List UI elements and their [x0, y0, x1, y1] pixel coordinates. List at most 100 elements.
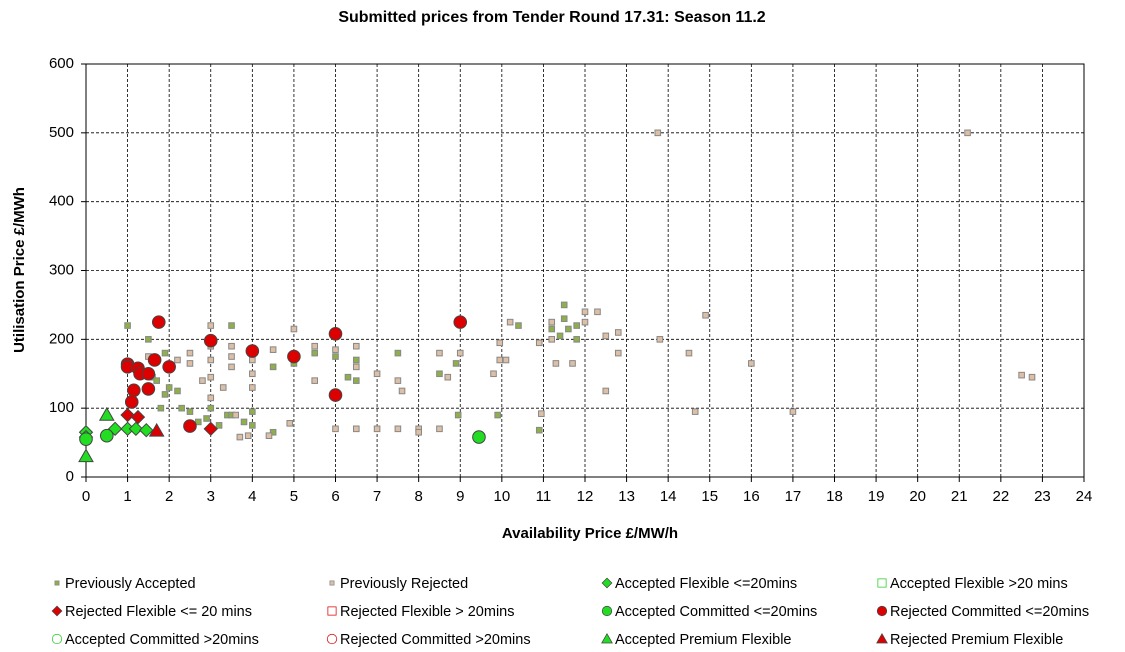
marker-circle [127, 383, 141, 398]
x-tick-label: 5 [290, 488, 298, 505]
marker-diamond [601, 577, 613, 589]
x-tick-label: 18 [826, 488, 843, 505]
marker-square [332, 425, 339, 433]
x-tick-label: 11 [536, 488, 552, 505]
marker-square [456, 349, 464, 357]
marker-square [535, 339, 543, 347]
marker-square [702, 311, 709, 319]
marker-square [691, 408, 699, 415]
marker-circle [51, 633, 63, 645]
plot-frame [85, 63, 1085, 478]
x-tick-label: 6 [331, 488, 339, 505]
legend-label: Rejected Flexible > 20mins [340, 604, 515, 620]
marker-square [327, 606, 337, 616]
marker-diamond [203, 421, 218, 437]
marker-square [560, 315, 568, 322]
x-tick-label: 1 [123, 488, 131, 505]
marker-square [249, 370, 256, 378]
marker-circle [453, 315, 468, 329]
marker-circle [326, 633, 338, 645]
marker-square [207, 404, 215, 412]
marker-square [614, 329, 622, 336]
x-tick-label: 20 [909, 488, 926, 505]
marker-square [602, 387, 610, 395]
marker-square [373, 370, 381, 378]
x-tick-label: 3 [207, 488, 215, 505]
marker-square [581, 308, 589, 316]
marker-square [415, 428, 422, 436]
x-tick-label: 23 [1034, 488, 1051, 505]
y-tick-label: 400 [49, 193, 74, 210]
marker-square [269, 428, 277, 436]
legend-label: Accepted Flexible >20 mins [890, 576, 1068, 592]
chart-title: Submitted prices from Tender Round 17.31… [338, 9, 765, 26]
x-tick-label: 19 [868, 488, 885, 505]
marker-square [228, 363, 235, 371]
marker-square [506, 318, 514, 326]
marker-circle [601, 605, 613, 617]
marker-square [215, 422, 223, 429]
marker-square [1028, 373, 1036, 381]
marker-circle [151, 315, 166, 329]
marker-square [194, 418, 202, 426]
marker-square [124, 322, 131, 329]
marker-square [145, 336, 152, 343]
marker-square [654, 129, 662, 137]
marker-square [436, 349, 443, 357]
marker-square [548, 318, 556, 326]
x-tick-label: 7 [373, 488, 381, 505]
marker-diamond [128, 421, 144, 437]
marker-square [240, 418, 248, 426]
marker-square [332, 353, 339, 360]
marker-square [161, 391, 169, 398]
marker-square [249, 384, 256, 391]
marker-square [269, 363, 277, 371]
marker-square [290, 325, 298, 333]
x-tick-label: 17 [785, 488, 802, 505]
legend-label: Rejected Flexible <= 20 mins [65, 604, 252, 620]
marks [78, 129, 1036, 463]
marker-square [199, 377, 206, 384]
marker-square [573, 322, 580, 329]
x-tick-label: 24 [1076, 488, 1093, 505]
marker-square [165, 384, 173, 391]
marker-square [352, 342, 360, 350]
x-tick-label: 16 [743, 488, 760, 505]
marker-square [594, 308, 601, 316]
marker-circle [287, 349, 301, 364]
marker-circle [203, 333, 218, 348]
marker-square [373, 425, 381, 433]
marker-square [352, 425, 360, 433]
marker-square [178, 404, 185, 412]
x-tick-label: 10 [493, 488, 510, 505]
marker-square [569, 360, 576, 367]
marker-square [602, 332, 610, 340]
marker-diamond [107, 421, 123, 437]
marker-square [556, 332, 564, 340]
marker-circle [876, 605, 888, 617]
marker-square [490, 370, 497, 378]
x-tick-label: 21 [951, 488, 968, 505]
marker-square [436, 425, 443, 433]
marker-square [656, 336, 664, 343]
marker-square [157, 404, 165, 412]
marker-square [219, 384, 227, 391]
marker-square [329, 580, 335, 586]
marker-circle [472, 430, 486, 444]
marker-square [454, 411, 462, 419]
x-tick-label: 12 [577, 488, 594, 505]
x-tick-label: 15 [701, 488, 718, 505]
marker-square [311, 349, 319, 357]
marker-square [207, 373, 215, 381]
marker-square [344, 373, 352, 381]
legend-label: Accepted Flexible <=20mins [615, 576, 797, 592]
marker-square [496, 339, 504, 347]
marker-square [54, 580, 60, 586]
marker-square [515, 322, 522, 329]
marker-triangle [876, 632, 888, 644]
marker-square [207, 356, 215, 364]
marker-square [228, 322, 235, 329]
marker-square [352, 356, 360, 364]
x-tick-label: 14 [660, 488, 677, 505]
